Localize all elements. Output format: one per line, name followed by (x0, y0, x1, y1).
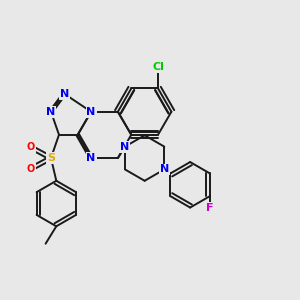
Text: O: O (27, 142, 35, 152)
Text: N: N (86, 153, 96, 163)
Text: Cl: Cl (152, 62, 164, 72)
Text: S: S (47, 153, 55, 163)
Text: N: N (46, 107, 56, 117)
Text: N: N (120, 142, 130, 152)
Text: N: N (60, 89, 69, 99)
Text: N: N (86, 107, 96, 117)
Text: F: F (206, 203, 214, 213)
Text: N: N (160, 164, 169, 174)
Text: O: O (27, 164, 35, 174)
